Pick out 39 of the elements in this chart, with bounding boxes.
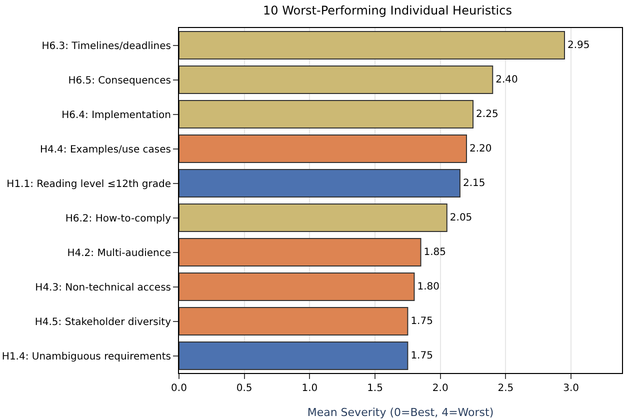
x-tick-label: 0.5 bbox=[236, 383, 252, 394]
bar bbox=[179, 238, 422, 267]
data-label: 2.05 bbox=[450, 212, 472, 224]
x-tick-label: 2.5 bbox=[498, 383, 514, 394]
x-tick-label: 0.0 bbox=[171, 383, 187, 394]
data-label: 2.95 bbox=[568, 40, 590, 51]
data-label: 1.85 bbox=[424, 246, 446, 258]
data-label: 1.80 bbox=[417, 281, 440, 292]
x-tick-label: 1.0 bbox=[302, 383, 318, 394]
bar bbox=[179, 203, 448, 232]
bar bbox=[179, 306, 408, 336]
x-tick-label: 1.5 bbox=[367, 383, 383, 394]
x-axis-title: Mean Severity (0=Best, 4=Worst) bbox=[307, 406, 494, 419]
data-label: 1.75 bbox=[410, 350, 433, 362]
data-label: 2.15 bbox=[462, 178, 486, 189]
x-tick-label: 2.0 bbox=[432, 383, 448, 394]
bar bbox=[179, 30, 565, 60]
bar bbox=[179, 272, 415, 302]
data-label: 2.40 bbox=[496, 74, 518, 86]
data-label: 1.75 bbox=[410, 316, 433, 327]
y-tick-label: H1.4: Unambiguous requirements bbox=[2, 351, 171, 362]
y-tick-label: H4.5: Stakeholder diversity bbox=[34, 316, 172, 328]
bar bbox=[179, 65, 494, 94]
y-tick-label: H6.2: How-to-comply bbox=[65, 213, 172, 224]
x-tick-label: 3.0 bbox=[563, 383, 579, 394]
y-tick-label: H4.4: Examples/use cases bbox=[40, 144, 171, 156]
chart-title: 10 Worst-Performing Individual Heuristics bbox=[263, 4, 512, 18]
y-tick-label: H6.4: Implementation bbox=[62, 110, 171, 121]
y-tick-label: H1.1: Reading level ≤12th grade bbox=[6, 178, 171, 190]
y-tick-label: H6.3: Timelines/deadlines bbox=[42, 40, 171, 52]
bar bbox=[179, 100, 474, 129]
bar bbox=[179, 341, 408, 370]
y-tick-label: H4.3: Non-technical access bbox=[35, 282, 171, 294]
y-tick-label: H4.2: Multi-audience bbox=[67, 248, 171, 259]
data-label: 2.20 bbox=[469, 143, 492, 154]
y-tick-label: H6.5: Consequences bbox=[68, 75, 171, 86]
bar bbox=[179, 134, 467, 164]
data-label: 2.25 bbox=[476, 108, 498, 120]
bar bbox=[179, 168, 460, 198]
